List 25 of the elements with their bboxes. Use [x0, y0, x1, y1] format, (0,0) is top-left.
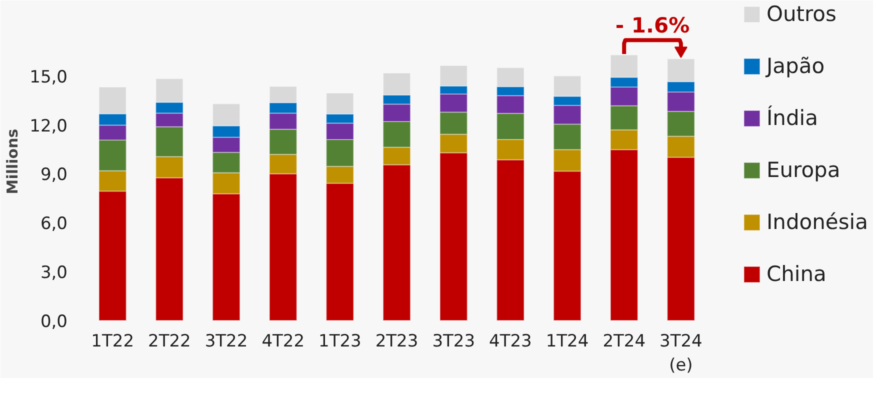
y-tick-label: 3,0 — [40, 263, 68, 284]
legend-label: Japão — [766, 54, 825, 78]
x-tick-label: 1T23 — [318, 332, 362, 352]
legend-label: Outros — [766, 2, 836, 26]
y-tick-label: 12,0 — [30, 116, 68, 136]
x-tick-label: 1T24 — [546, 332, 589, 352]
x-tick-label: 3T24 (e) — [660, 332, 702, 376]
annotation: - 1.6% — [615, 14, 690, 38]
y-tick-label: 15,0 — [30, 67, 68, 88]
legend-label: Europa — [766, 158, 840, 182]
legend-label: Indonésia — [766, 210, 868, 234]
y-tick-label: 9,0 — [40, 165, 68, 186]
x-tick-label: 2T22 — [148, 332, 191, 352]
x-tick-label: 1T22 — [91, 332, 134, 352]
y-tick-label: 6,0 — [40, 214, 68, 234]
x-tick-label: 4T22 — [262, 332, 305, 352]
x-tick-label: 3T23 — [432, 332, 476, 352]
x-tick-label: 3T22 — [204, 332, 248, 352]
y-axis-title: Millions — [4, 128, 22, 194]
x-tick-label: 4T23 — [489, 332, 532, 352]
legend-label: China — [766, 262, 826, 286]
legend-label: Índia — [766, 106, 818, 130]
x-tick-label: 2T23 — [375, 332, 418, 352]
y-tick-label: 0,0 — [40, 312, 68, 332]
x-tick-label: 2T24 — [602, 332, 646, 352]
